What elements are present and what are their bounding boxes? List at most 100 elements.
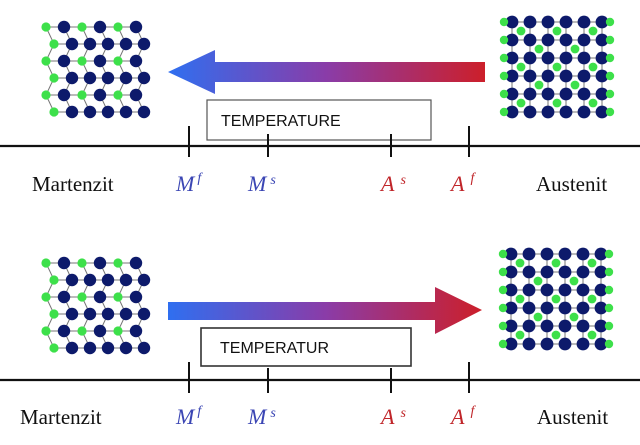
atom-light bbox=[551, 294, 561, 304]
atom-light bbox=[77, 56, 87, 66]
atom-light bbox=[49, 309, 59, 319]
atom-light bbox=[498, 321, 508, 331]
atom-dark bbox=[505, 15, 519, 29]
atom-light bbox=[588, 62, 598, 72]
atom-light bbox=[552, 98, 562, 108]
atom-dark bbox=[83, 307, 97, 321]
atom-light bbox=[552, 26, 562, 36]
atom-light bbox=[49, 39, 59, 49]
atom-dark bbox=[504, 319, 518, 333]
atom-dark bbox=[57, 324, 71, 338]
atom-dark bbox=[57, 20, 71, 34]
atom-dark bbox=[129, 88, 143, 102]
atom-dark bbox=[540, 265, 554, 279]
atom-dark bbox=[137, 273, 151, 287]
atom-light bbox=[533, 276, 543, 286]
atom-light bbox=[604, 303, 614, 313]
atom-dark bbox=[65, 37, 79, 51]
atom-dark bbox=[559, 51, 573, 65]
atom-dark bbox=[559, 105, 573, 119]
atom-dark bbox=[101, 71, 115, 85]
atom-light bbox=[551, 258, 561, 268]
atom-dark bbox=[83, 71, 97, 85]
atom-light bbox=[41, 90, 51, 100]
atom-dark bbox=[541, 15, 555, 29]
atom-dark bbox=[129, 256, 143, 270]
atom-dark bbox=[523, 33, 537, 47]
atom-dark bbox=[576, 265, 590, 279]
atom-dark bbox=[576, 247, 590, 261]
atom-dark bbox=[577, 105, 591, 119]
atom-light bbox=[534, 44, 544, 54]
atom-light bbox=[569, 276, 579, 286]
atom-dark bbox=[65, 307, 79, 321]
atom-dark bbox=[101, 273, 115, 287]
atom-dark bbox=[540, 283, 554, 297]
atom-dark bbox=[101, 307, 115, 321]
atom-dark bbox=[559, 87, 573, 101]
atom-dark bbox=[504, 247, 518, 261]
atom-dark bbox=[137, 341, 151, 355]
atom-dark bbox=[558, 283, 572, 297]
atom-dark bbox=[137, 307, 151, 321]
atom-light bbox=[533, 312, 543, 322]
atom-dark bbox=[594, 337, 608, 351]
atom-dark bbox=[137, 37, 151, 51]
atom-light bbox=[499, 17, 509, 27]
atom-dark bbox=[93, 324, 107, 338]
atom-dark bbox=[93, 256, 107, 270]
atom-light bbox=[534, 80, 544, 90]
martensite-lattice-bottom bbox=[41, 256, 151, 355]
atom-dark bbox=[119, 71, 133, 85]
atom-dark bbox=[101, 341, 115, 355]
atom-light bbox=[604, 267, 614, 277]
atom-dark bbox=[505, 105, 519, 119]
atom-dark bbox=[137, 71, 151, 85]
atom-light bbox=[516, 26, 526, 36]
temperature-box-top bbox=[206, 99, 432, 141]
atom-light bbox=[604, 285, 614, 295]
atom-dark bbox=[83, 273, 97, 287]
atom-dark bbox=[558, 319, 572, 333]
atom-dark bbox=[119, 307, 133, 321]
atom-dark bbox=[541, 33, 555, 47]
atom-light bbox=[605, 71, 615, 81]
atom-dark bbox=[83, 105, 97, 119]
austenite-label-top: Austenit bbox=[536, 172, 607, 196]
atom-dark bbox=[57, 88, 71, 102]
atom-dark bbox=[129, 54, 143, 68]
atom-light bbox=[498, 249, 508, 259]
atom-dark bbox=[576, 337, 590, 351]
atom-dark bbox=[558, 265, 572, 279]
atom-dark bbox=[576, 319, 590, 333]
atom-dark bbox=[595, 87, 609, 101]
atom-dark bbox=[577, 15, 591, 29]
atom-light bbox=[41, 292, 51, 302]
atom-dark bbox=[523, 15, 537, 29]
atom-dark bbox=[93, 88, 107, 102]
atom-light bbox=[113, 258, 123, 268]
atom-dark bbox=[93, 54, 107, 68]
atom-dark bbox=[522, 283, 536, 297]
atom-dark bbox=[119, 105, 133, 119]
atom-light bbox=[605, 89, 615, 99]
atom-light bbox=[588, 26, 598, 36]
atom-dark bbox=[595, 69, 609, 83]
atom-light bbox=[77, 292, 87, 302]
atom-dark bbox=[119, 341, 133, 355]
atom-dark bbox=[57, 54, 71, 68]
atom-light bbox=[604, 321, 614, 331]
atom-light bbox=[49, 73, 59, 83]
atom-dark bbox=[523, 69, 537, 83]
atom-dark bbox=[57, 256, 71, 270]
atom-dark bbox=[559, 69, 573, 83]
atom-dark bbox=[577, 51, 591, 65]
